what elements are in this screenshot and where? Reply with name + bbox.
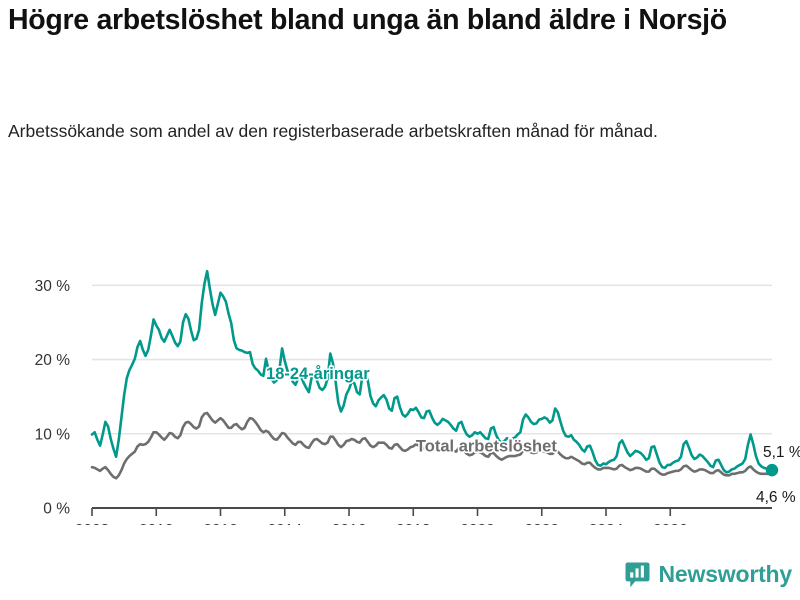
- series-end-marker: [765, 463, 779, 477]
- x-axis-tick-label: 2022: [525, 522, 559, 525]
- series-line: [90, 411, 774, 480]
- y-axis-ticks: 0 % 10 % 20 % 30 %: [35, 278, 71, 518]
- series-inline-labels: 18-24-åringar Total arbetslöshet: [264, 363, 559, 457]
- series-inline-label: 18-24-åringar: [266, 365, 370, 383]
- bar-chart-speech-bubble-icon: [625, 562, 650, 588]
- series-line: [90, 269, 774, 474]
- x-axis-tick-label: 2010: [139, 522, 174, 525]
- x-axis-tick-label: 2020: [460, 522, 495, 525]
- y-axis-tick-label: 20 %: [35, 352, 71, 369]
- page-title: Högre arbetslöshet bland unga än bland ä…: [8, 4, 727, 36]
- chart-footer: Newsworthy: [0, 550, 800, 592]
- x-axis-tick-label: 2008: [75, 522, 109, 525]
- x-axis-tick-label: 2012: [203, 522, 237, 525]
- y-axis-tick-label: 0 %: [43, 501, 70, 518]
- gridlines: [92, 284, 772, 509]
- x-axis-tick-label: 2014: [268, 522, 303, 525]
- y-axis-tick-label: 30 %: [35, 278, 71, 295]
- page-subtitle: Arbetssökande som andel av den registerb…: [8, 121, 658, 141]
- x-axis-tick-label: 2016: [332, 522, 366, 525]
- series-end-labels: 5,1 % 4,6 %: [756, 444, 800, 506]
- series-inline-label: Total arbetslöshet: [416, 438, 557, 456]
- brand-name: Newsworthy: [658, 561, 793, 587]
- x-axis-tick-label: 2018: [396, 522, 430, 525]
- total-end-value-label: 4,6 %: [756, 489, 796, 506]
- newsworthy-brand[interactable]: Newsworthy: [625, 561, 792, 588]
- y-axis-tick-label: 10 %: [35, 426, 71, 443]
- data-series-group: [90, 269, 779, 480]
- youth-end-value-label: 5,1 %: [763, 444, 800, 461]
- x-axis-tick-label: 2024: [589, 522, 624, 525]
- x-axis-ticks: 2008 2010 2012 2014 2016 2018 2020 2022 2024 2026: [75, 508, 688, 525]
- chart-plot-area: 0 % 10 % 20 % 30 % 2008 2010 2012 2014 2016 2018…: [0, 225, 800, 525]
- line-chart: 0 % 10 % 20 % 30 % 2008 2010 2012 2014 2016 2018…: [35, 269, 800, 525]
- x-axis-tick-label: 2026: [653, 522, 687, 525]
